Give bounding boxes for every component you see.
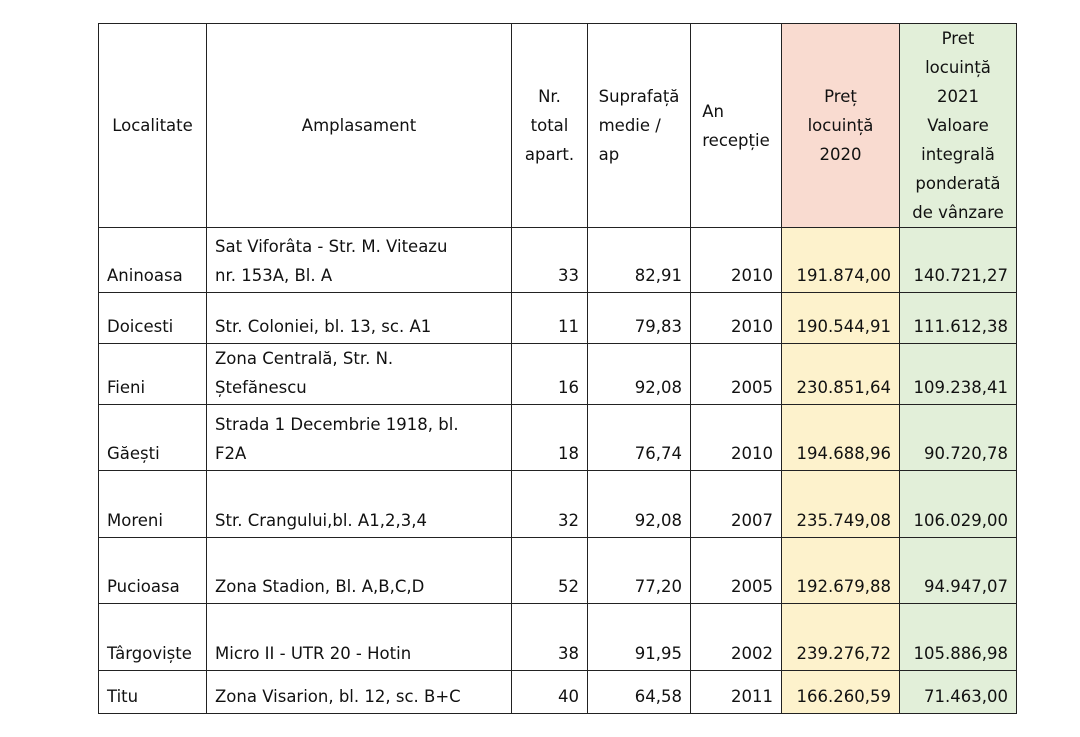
cell-nr: 16: [511, 343, 588, 405]
cell-amplasament: Micro II - UTR 20 - Hotin: [206, 603, 512, 671]
cell-pret-2020: 192.679,88: [781, 537, 900, 604]
cell-pret-2020: 166.260,59: [781, 670, 900, 714]
cell-localitate: Doicesti: [98, 292, 207, 344]
cell-an: 2010: [690, 404, 782, 471]
cell-pret-2021: 90.720,78: [899, 404, 1017, 471]
cell-nr: 32: [511, 470, 588, 538]
cell-pret-2020: 239.276,72: [781, 603, 900, 671]
cell-pret-2021: 71.463,00: [899, 670, 1017, 714]
cell-suprafata: 76,74: [587, 404, 691, 471]
cell-pret-2021: 140.721,27: [899, 227, 1017, 293]
table-row: Târgoviște Micro II - UTR 20 - Hotin 38 …: [98, 603, 1017, 671]
cell-amplasament: Strada 1 Decembrie 1918, bl. F2A: [206, 404, 512, 471]
cell-suprafata: 82,91: [587, 227, 691, 293]
cell-an: 2010: [690, 292, 782, 344]
cell-localitate: Moreni: [98, 470, 207, 538]
cell-amplasament: Zona Stadion, Bl. A,B,C,D: [206, 537, 512, 604]
cell-suprafata: 64,58: [587, 670, 691, 714]
cell-suprafata: 77,20: [587, 537, 691, 604]
cell-an: 2002: [690, 603, 782, 671]
cell-localitate: Aninoasa: [98, 227, 207, 293]
header-amplasament: Amplasament: [206, 23, 512, 228]
cell-nr: 38: [511, 603, 588, 671]
table-row: Găești Strada 1 Decembrie 1918, bl. F2A 1…: [98, 404, 1017, 471]
housing-price-table: Localitate Amplasament Nr. total apart. Su…: [98, 23, 1017, 714]
cell-pret-2021: 105.886,98: [899, 603, 1017, 671]
header-pret-2021: Pret locuință 2021 Valoare integrală ponderat…: [899, 23, 1017, 228]
cell-pret-2021: 94.947,07: [899, 537, 1017, 604]
table-row: Moreni Str. Crangului,bl. A1,2,3,4 32 92…: [98, 470, 1017, 538]
table-row: Pucioasa Zona Stadion, Bl. A,B,C,D 52 77…: [98, 537, 1017, 604]
cell-localitate: Târgoviște: [98, 603, 207, 671]
cell-pret-2021: 109.238,41: [899, 343, 1017, 405]
cell-amplasament: Str. Coloniei, bl. 13, sc. A1: [206, 292, 512, 344]
header-an-receptie: An recepție: [690, 23, 782, 228]
header-nr-total: Nr. total apart.: [511, 23, 588, 228]
header-localitate: Localitate: [98, 23, 207, 228]
cell-an: 2007: [690, 470, 782, 538]
cell-pret-2020: 190.544,91: [781, 292, 900, 344]
cell-localitate: Titu: [98, 670, 207, 714]
header-row: Localitate Amplasament Nr. total apart. Su…: [98, 23, 1017, 228]
cell-an: 2005: [690, 537, 782, 604]
cell-localitate: Fieni: [98, 343, 207, 405]
cell-pret-2021: 106.029,00: [899, 470, 1017, 538]
table-row: Doicesti Str. Coloniei, bl. 13, sc. A1 1…: [98, 292, 1017, 344]
header-pret-2020: Preț locuință 2020: [781, 23, 900, 228]
cell-suprafata: 92,08: [587, 343, 691, 405]
cell-amplasament: Zona Visarion, bl. 12, sc. B+C: [206, 670, 512, 714]
cell-nr: 18: [511, 404, 588, 471]
cell-nr: 52: [511, 537, 588, 604]
cell-pret-2021: 111.612,38: [899, 292, 1017, 344]
cell-an: 2005: [690, 343, 782, 405]
cell-amplasament: Str. Crangului,bl. A1,2,3,4: [206, 470, 512, 538]
table-row: Titu Zona Visarion, bl. 12, sc. B+C 40 6…: [98, 670, 1017, 714]
cell-suprafata: 91,95: [587, 603, 691, 671]
cell-localitate: Pucioasa: [98, 537, 207, 604]
cell-pret-2020: 194.688,96: [781, 404, 900, 471]
cell-nr: 11: [511, 292, 588, 344]
cell-nr: 40: [511, 670, 588, 714]
cell-suprafata: 92,08: [587, 470, 691, 538]
header-suprafata: Suprafață medie / ap: [587, 23, 691, 228]
cell-localitate: Găești: [98, 404, 207, 471]
cell-suprafata: 79,83: [587, 292, 691, 344]
cell-amplasament: Sat Viforâta - Str. M. Viteazu nr. 153A, …: [206, 227, 512, 293]
cell-pret-2020: 235.749,08: [781, 470, 900, 538]
table-row: Fieni Zona Centrală, Str. N. Ștefănescu 1…: [98, 343, 1017, 405]
cell-nr: 33: [511, 227, 588, 293]
cell-pret-2020: 230.851,64: [781, 343, 900, 405]
cell-an: 2010: [690, 227, 782, 293]
cell-an: 2011: [690, 670, 782, 714]
cell-pret-2020: 191.874,00: [781, 227, 900, 293]
table-row: Aninoasa Sat Viforâta - Str. M. Viteazu n…: [98, 227, 1017, 293]
cell-amplasament: Zona Centrală, Str. N. Ștefănescu: [206, 343, 512, 405]
